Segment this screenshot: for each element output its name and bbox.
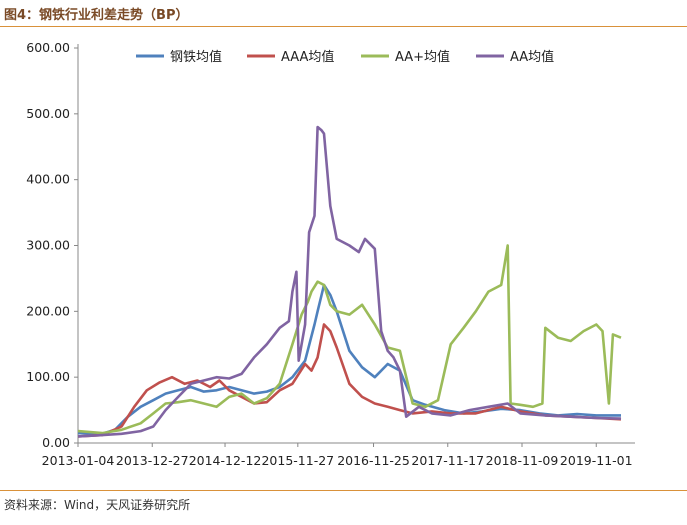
figure-title: 图4：钢铁行业利差走势（BP）	[4, 8, 189, 23]
y-tick-label: 0.00	[42, 435, 70, 450]
source-note: 资料来源：Wind，天风证券研究所	[4, 498, 191, 512]
x-tick-label: 2014-12-12	[189, 453, 262, 468]
y-tick-label: 600.00	[26, 40, 70, 55]
x-tick-label: 2015-11-27	[261, 453, 334, 468]
title-rule	[0, 26, 687, 27]
series-line-1	[77, 323, 622, 438]
x-tick-label: 2013-12-27	[116, 453, 189, 468]
x-tick-label: 2019-11-01	[560, 453, 633, 468]
y-tick-label: 300.00	[26, 238, 70, 253]
series-line-0	[77, 283, 621, 436]
x-tick-label: 2013-01-04	[42, 453, 115, 468]
series-line-2	[77, 244, 622, 435]
legend-label: AA+均值	[395, 49, 450, 65]
y-tick-label: 200.00	[26, 303, 70, 318]
x-tick-label: 2018-11-09	[486, 453, 559, 468]
x-tick-label: 2016-11-25	[337, 453, 410, 468]
source-rule	[0, 490, 687, 491]
y-tick-label: 500.00	[26, 106, 70, 121]
series-line-3	[77, 125, 622, 438]
legend-label: AA均值	[510, 49, 554, 65]
y-tick-label: 100.00	[26, 369, 70, 384]
x-tick-label: 2017-11-17	[411, 453, 484, 468]
y-tick-label: 400.00	[26, 172, 70, 187]
legend-label: 钢铁均值	[170, 49, 222, 65]
legend-label: AAA均值	[281, 49, 334, 65]
